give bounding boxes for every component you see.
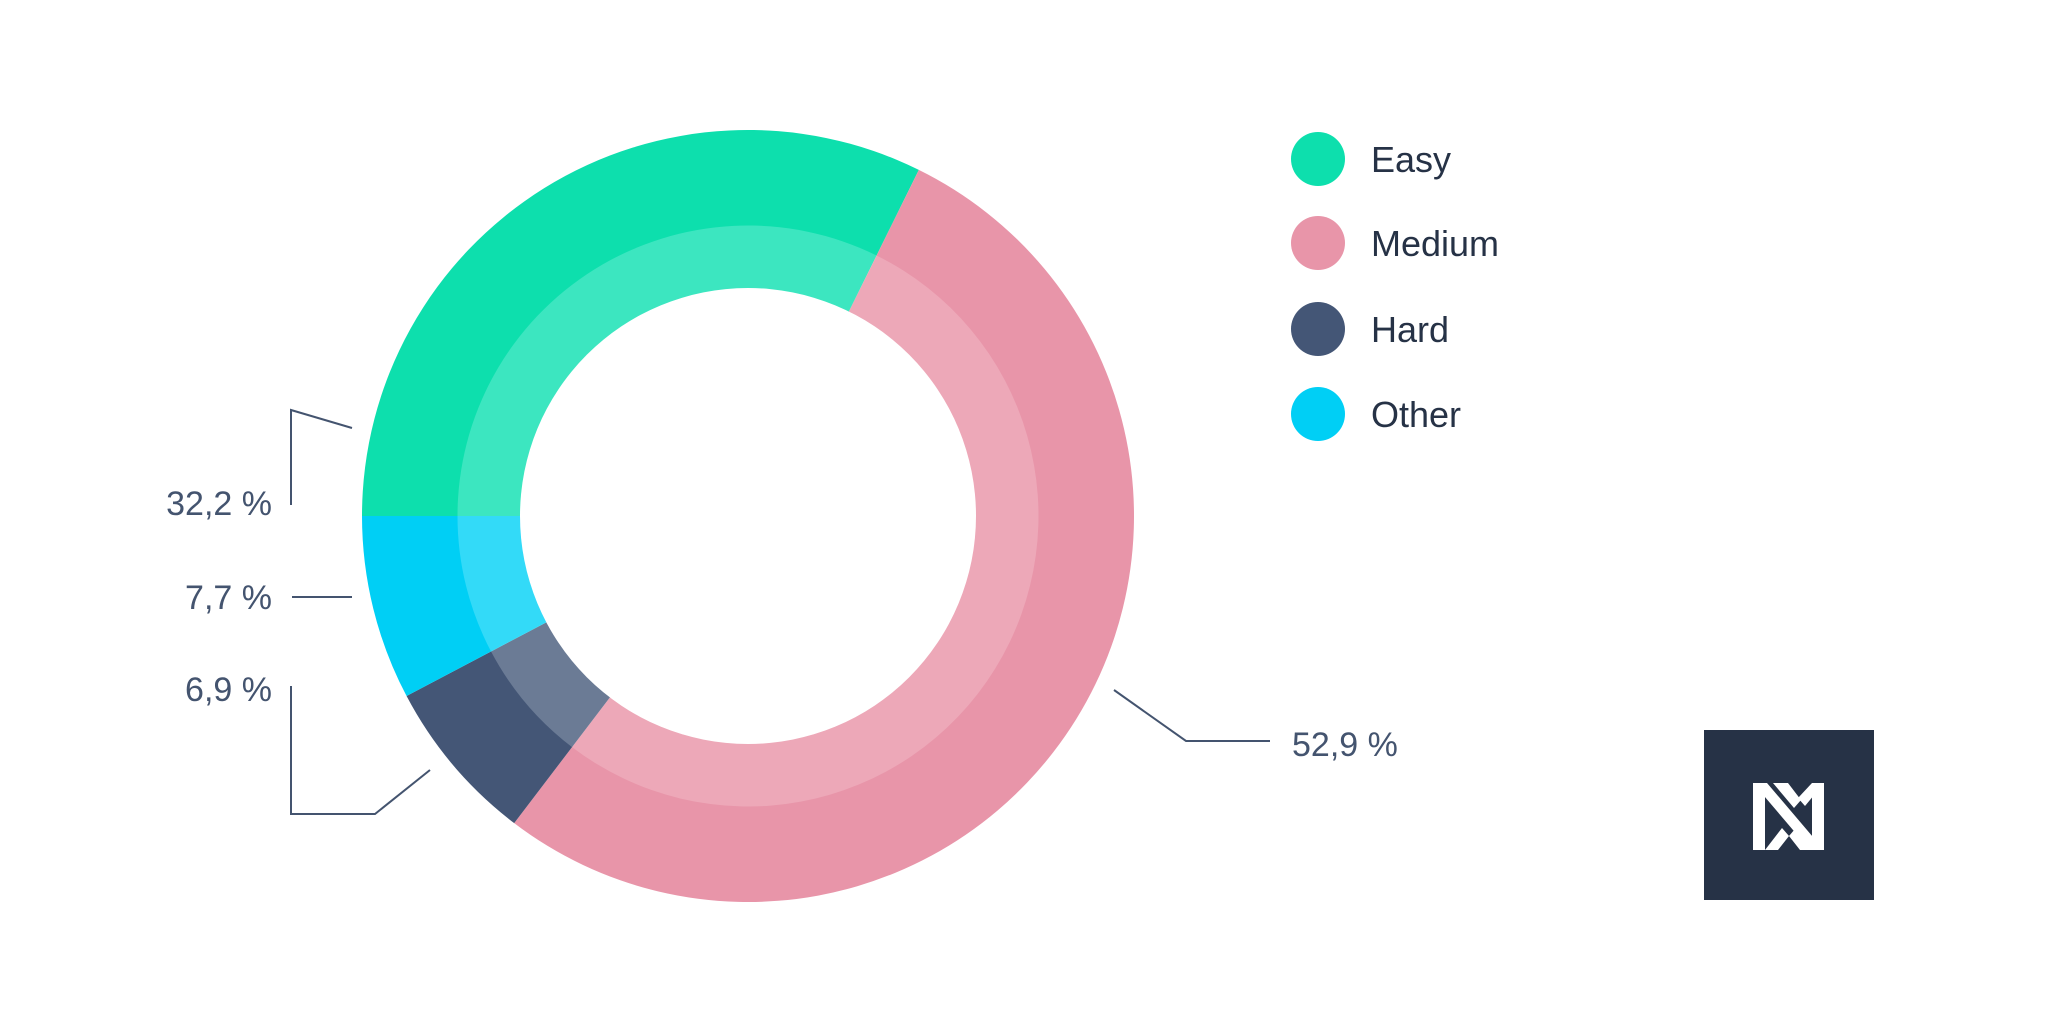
slice-hard bbox=[406, 651, 573, 824]
slice-inner-hard bbox=[491, 622, 611, 748]
leader-line-easy bbox=[290, 408, 353, 505]
legend-label-medium: Medium bbox=[1371, 223, 1499, 264]
leader-lines bbox=[290, 408, 1270, 815]
slice-label-medium: 52,9 % bbox=[1292, 726, 1398, 764]
logo-mark bbox=[1753, 783, 1824, 850]
legend-label-other: Other bbox=[1371, 394, 1461, 435]
legend-label-easy: Easy bbox=[1371, 139, 1451, 180]
slice-inner-other bbox=[457, 516, 547, 652]
legend-swatch-other bbox=[1291, 387, 1345, 441]
slice-inner-medium bbox=[572, 255, 1039, 807]
legend-item-medium: Medium bbox=[1291, 216, 1499, 270]
leader-line-hard bbox=[290, 686, 431, 815]
slice-label-easy: 32,2 % bbox=[166, 485, 272, 523]
legend-item-easy: Easy bbox=[1291, 132, 1451, 186]
slice-label-hard: 6,9 % bbox=[185, 671, 272, 709]
slice-easy bbox=[361, 129, 919, 517]
slice-medium bbox=[514, 169, 1135, 903]
legend-swatch-easy bbox=[1291, 132, 1345, 186]
outer-ring bbox=[361, 129, 1135, 903]
slice-other bbox=[362, 516, 492, 697]
slice-inner-easy bbox=[457, 225, 877, 516]
legend-item-hard: Hard bbox=[1291, 302, 1449, 356]
donut-hole bbox=[520, 288, 976, 744]
nm-monogram-logo-icon bbox=[1704, 730, 1874, 900]
legend-label-hard: Hard bbox=[1371, 309, 1449, 350]
slice-labels: 32,2 % 52,9 % 6,9 % 7,7 % bbox=[166, 485, 1398, 764]
legend-item-other: Other bbox=[1291, 387, 1461, 441]
legend: Easy Medium Hard Other bbox=[1291, 132, 1499, 441]
legend-swatch-medium bbox=[1291, 216, 1345, 270]
leader-line-medium bbox=[1113, 689, 1270, 742]
slice-label-other: 7,7 % bbox=[185, 579, 272, 617]
legend-swatch-hard bbox=[1291, 302, 1345, 356]
inner-ring bbox=[457, 225, 1039, 807]
